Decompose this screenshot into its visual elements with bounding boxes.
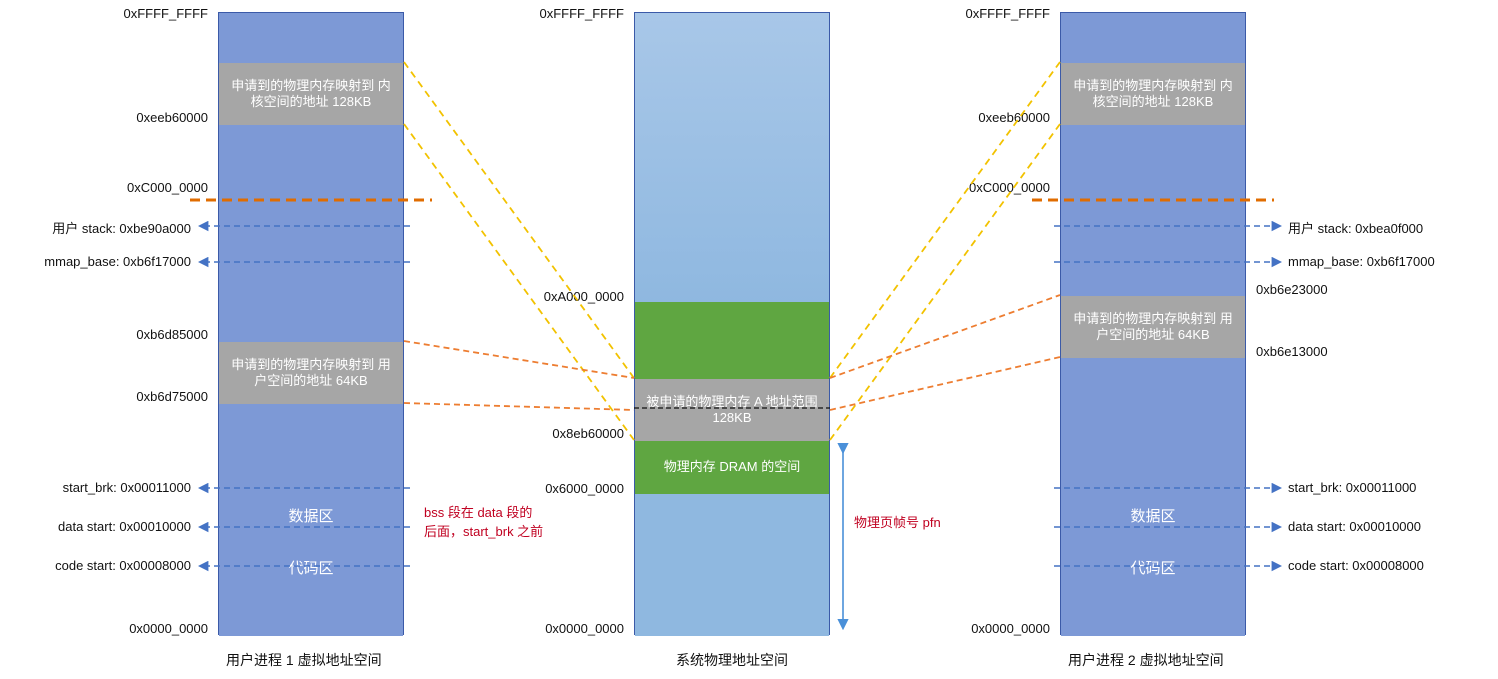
right-column: 申请到的物理内存映射到 内核空间的地址 128KB 申请到的物理内存映射到 用户… — [1060, 12, 1246, 635]
right-seg-bottom — [1061, 595, 1245, 636]
mid-addr-0: 0xFFFF_FFFF — [540, 6, 625, 21]
left-seg-top — [219, 13, 403, 63]
right-addr-r0: 0xb6e23000 — [1256, 282, 1328, 297]
left-seg-kernel-map: 申请到的物理内存映射到 内核空间的地址 128KB — [219, 63, 403, 125]
mid-seg-green1 — [635, 302, 829, 379]
right-seg-user-map: 申请到的物理内存映射到 用户空间的地址 64KB — [1061, 296, 1245, 358]
mid-seg-top — [635, 13, 829, 302]
right-blue-0: 用户 stack: 0xbea0f000 — [1288, 218, 1423, 237]
right-kernel-map-text: 申请到的物理内存映射到 内核空间的地址 128KB — [1067, 78, 1239, 111]
left-blue-3: data start: 0x00010000 — [58, 519, 191, 534]
left-data-text: 数据区 — [288, 508, 333, 527]
mid-seg-green2: 物理内存 DRAM 的空间 — [635, 441, 829, 494]
mid-addr-1: 0xA000_0000 — [544, 289, 624, 304]
mid-grey-text: 被申请的物理内存 A 地址范围 128KB — [641, 394, 823, 427]
right-addr-2: 0xC000_0000 — [969, 180, 1050, 195]
right-code-text: 代码区 — [1130, 560, 1175, 579]
right-data-text: 数据区 — [1130, 508, 1175, 527]
left-seg-data: 数据区 — [219, 492, 403, 543]
right-addr-1: 0xeeb60000 — [978, 110, 1050, 125]
right-user-map-text: 申请到的物理内存映射到 用户空间的地址 64KB — [1067, 311, 1239, 344]
mid-green2-text: 物理内存 DRAM 的空间 — [664, 459, 801, 475]
bss-note: bss 段在 data 段的 后面，start_brk 之前 — [424, 504, 543, 542]
left-user-map-text: 申请到的物理内存映射到 用户空间的地址 64KB — [225, 357, 397, 390]
left-addr-2: 0xC000_0000 — [127, 180, 208, 195]
right-seg-gap1 — [1061, 125, 1245, 296]
left-blue-2: start_brk: 0x00011000 — [63, 480, 191, 495]
left-kernel-map-text: 申请到的物理内存映射到 内核空间的地址 128KB — [225, 78, 397, 111]
left-addr-0: 0xFFFF_FFFF — [124, 6, 209, 21]
left-blue-1: mmap_base: 0xb6f17000 — [44, 254, 191, 269]
left-addr-3: 0xb6d85000 — [136, 327, 208, 342]
mid-seg-bottom — [635, 494, 829, 636]
left-addr-1: 0xeeb60000 — [136, 110, 208, 125]
left-seg-gap2 — [219, 404, 403, 492]
right-seg-code: 代码区 — [1061, 543, 1245, 595]
left-seg-gap1 — [219, 125, 403, 342]
mid-caption: 系统物理地址空间 — [676, 650, 788, 670]
right-seg-gap2 — [1061, 358, 1245, 492]
right-caption: 用户进程 2 虚拟地址空间 — [1068, 650, 1224, 670]
right-blue-3: data start: 0x00010000 — [1288, 519, 1421, 534]
bss-note-l2: 后面，start_brk 之前 — [424, 524, 543, 539]
right-seg-kernel-map: 申请到的物理内存映射到 内核空间的地址 128KB — [1061, 63, 1245, 125]
bss-note-l1: bss 段在 data 段的 — [424, 505, 532, 520]
right-addr-0: 0xFFFF_FFFF — [966, 6, 1051, 21]
left-code-text: 代码区 — [288, 560, 333, 579]
right-blue-2: start_brk: 0x00011000 — [1288, 480, 1416, 495]
right-addr-r1: 0xb6e13000 — [1256, 344, 1328, 359]
mid-addr-2: 0x8eb60000 — [552, 426, 624, 441]
right-seg-top — [1061, 13, 1245, 63]
left-seg-bottom — [219, 595, 403, 636]
mid-addr-4: 0x0000_0000 — [545, 621, 624, 636]
mid-seg-grey: 被申请的物理内存 A 地址范围 128KB — [635, 379, 829, 441]
mid-addr-3: 0x6000_0000 — [545, 481, 624, 496]
right-blue-4: code start: 0x00008000 — [1288, 558, 1424, 573]
left-addr-5: 0x0000_0000 — [129, 621, 208, 636]
left-column: 申请到的物理内存映射到 内核空间的地址 128KB 申请到的物理内存映射到 用户… — [218, 12, 404, 635]
left-caption: 用户进程 1 虚拟地址空间 — [226, 650, 382, 670]
left-blue-4: code start: 0x00008000 — [55, 558, 191, 573]
left-seg-code: 代码区 — [219, 543, 403, 595]
mid-column: 被申请的物理内存 A 地址范围 128KB 物理内存 DRAM 的空间 — [634, 12, 830, 635]
right-addr-3: 0x0000_0000 — [971, 621, 1050, 636]
pfn-note: 物理页帧号 pfn — [854, 514, 941, 533]
left-seg-user-map: 申请到的物理内存映射到 用户空间的地址 64KB — [219, 342, 403, 404]
right-blue-1: mmap_base: 0xb6f17000 — [1288, 254, 1435, 269]
left-addr-4: 0xb6d75000 — [136, 389, 208, 404]
right-seg-data: 数据区 — [1061, 492, 1245, 543]
left-blue-0: 用户 stack: 0xbe90a000 — [52, 218, 191, 237]
